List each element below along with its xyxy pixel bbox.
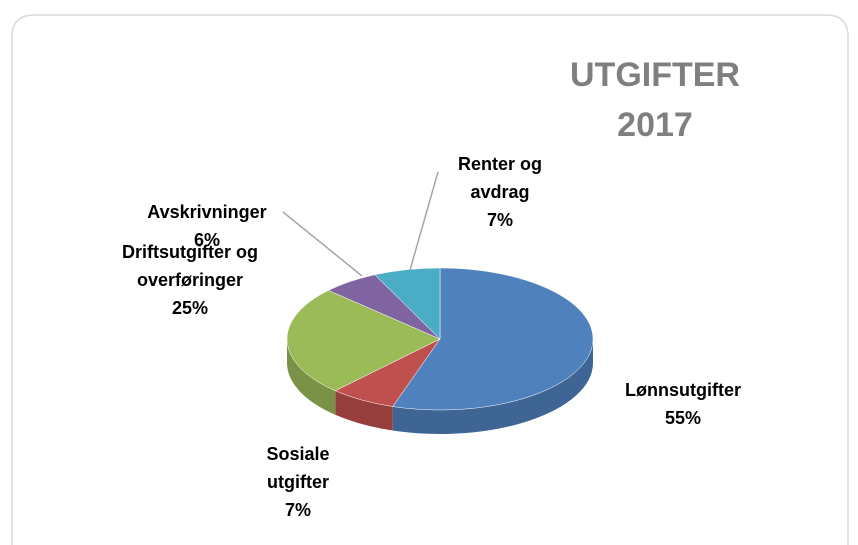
data-label: Lønnsutgifter 55% (608, 376, 758, 432)
data-label-category: Avskrivninger (147, 202, 267, 222)
pie-slice-side (392, 339, 593, 434)
pie-slice (392, 267, 594, 411)
pie-slice-side (335, 390, 393, 431)
data-label: Sosiale utgifter 7% (248, 440, 348, 524)
data-label-category: Renter og avdrag (457, 154, 542, 202)
data-label-value: 25% (171, 298, 209, 318)
data-label-category: Sosiale utgifter (266, 444, 330, 492)
data-label-value: 6% (193, 230, 220, 250)
data-label-category: Lønnsutgifter (625, 380, 741, 400)
data-label: Renter og avdrag 7% (430, 150, 570, 234)
leader-line (409, 171, 439, 271)
chart-border (11, 14, 849, 545)
pie-slice (286, 290, 441, 392)
pie-slice (374, 267, 441, 340)
chart-title: UTGIFTER 2017 (570, 56, 740, 144)
data-label: Avskrivninger 6% (122, 198, 292, 254)
leader-line (282, 211, 363, 277)
data-label-value: 7% (486, 210, 513, 230)
pie-slice-side (287, 339, 336, 415)
data-label: Driftsutgifter og overføringer 25% (110, 238, 270, 322)
data-label-value: 55% (664, 408, 702, 428)
data-label-category: Driftsutgifter og overføringer (122, 242, 258, 290)
data-label-value: 7% (284, 500, 311, 520)
